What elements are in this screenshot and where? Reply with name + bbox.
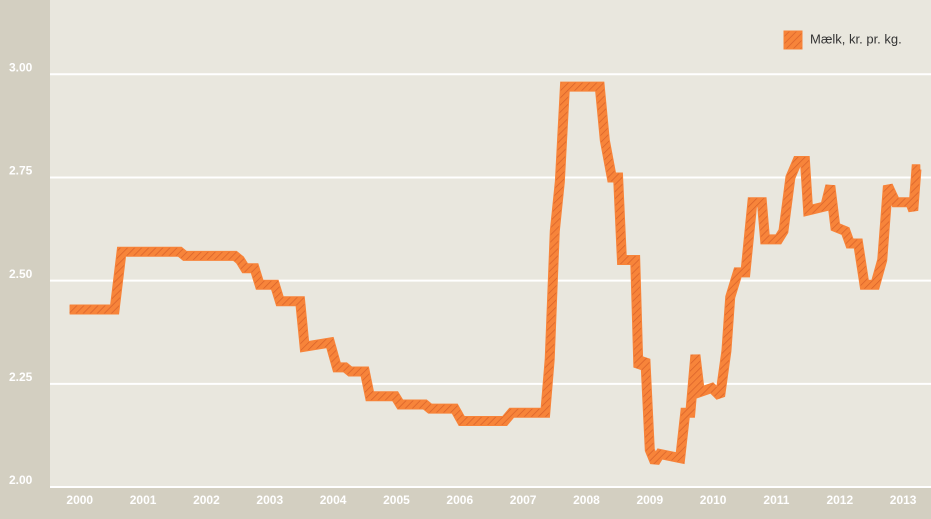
x-tick-label: 2012 — [826, 493, 853, 507]
x-tick-label: 2008 — [573, 493, 600, 507]
x-tick-label: 2005 — [383, 493, 410, 507]
y-tick-label: 2.75 — [9, 164, 33, 178]
x-tick-label: 2009 — [636, 493, 663, 507]
x-tick-label: 2013 — [890, 493, 917, 507]
legend-swatch — [783, 30, 803, 50]
x-tick-label: 2001 — [130, 493, 157, 507]
x-tick-label: 2000 — [66, 493, 93, 507]
x-tick-label: 2003 — [256, 493, 283, 507]
y-tick-label: 2.00 — [9, 473, 33, 487]
x-tick-label: 2010 — [700, 493, 727, 507]
y-tick-label: 2.50 — [9, 267, 33, 281]
x-tick-label: 2004 — [320, 493, 347, 507]
plot-area — [50, 0, 931, 487]
y-tick-label: 3.00 — [9, 60, 33, 74]
x-tick-label: 2006 — [446, 493, 473, 507]
legend-text: Mælk, kr. pr. kg. — [810, 31, 902, 46]
line — [69, 82, 921, 465]
x-tick-label: 2002 — [193, 493, 220, 507]
x-tick-label: 2007 — [510, 493, 537, 507]
x-tick-label: 2011 — [763, 493, 789, 507]
y-tick-label: 2.25 — [9, 370, 33, 384]
